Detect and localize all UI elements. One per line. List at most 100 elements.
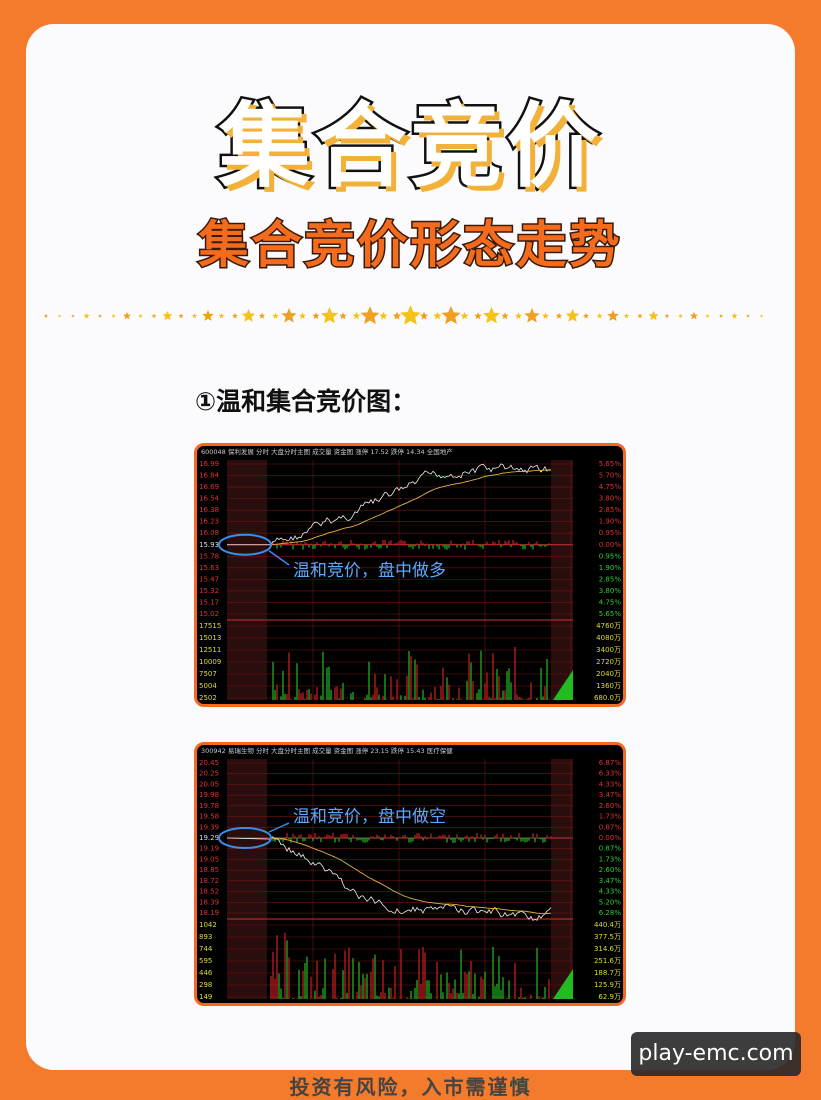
percent-label: 5.65%	[599, 610, 622, 618]
volume-label: 314.6万	[594, 945, 621, 953]
volume-label: 2502	[199, 694, 217, 702]
star	[71, 314, 75, 318]
percent-label: 4.75%	[599, 483, 622, 491]
price-label: 18.39	[199, 898, 219, 906]
percent-label: 2.85%	[599, 506, 622, 514]
watermark: play-emc.com	[631, 1032, 801, 1076]
percent-label: 5.20%	[599, 898, 622, 906]
star	[111, 313, 116, 318]
price-label: 19.39	[199, 823, 219, 831]
percent-label: 0.00%	[599, 541, 622, 549]
star	[320, 307, 339, 324]
price-label: 15.47	[199, 575, 219, 583]
star	[607, 309, 619, 321]
star	[151, 313, 157, 318]
star	[565, 308, 580, 322]
price-label: 16.99	[199, 460, 219, 468]
star	[690, 311, 698, 320]
star	[241, 309, 256, 322]
volume-label: 893	[199, 933, 212, 941]
price-label: 19.29	[199, 834, 219, 842]
price-label: 20.45	[199, 759, 219, 767]
percent-label: 0.00%	[599, 834, 622, 842]
volume-label: 595	[199, 957, 212, 965]
star	[123, 311, 131, 320]
star	[583, 312, 589, 319]
price-label: 16.54	[199, 495, 220, 503]
star	[162, 310, 173, 321]
percent-label: 5.65%	[599, 460, 622, 468]
star	[474, 312, 482, 320]
percent-label: 6.33%	[599, 770, 622, 778]
percent-label: 2.60%	[599, 802, 622, 810]
star	[312, 312, 320, 319]
star	[272, 312, 279, 319]
star	[515, 312, 522, 319]
section-heading: ①温和集合竞价图：	[195, 387, 417, 416]
star	[731, 312, 738, 319]
volume-label: 62.9万	[598, 993, 621, 1001]
percent-label: 0.95%	[599, 529, 622, 537]
percent-label: 3.80%	[599, 587, 622, 595]
price-label: 19.05	[199, 855, 219, 863]
percent-label: 1.73%	[599, 855, 622, 863]
star	[460, 311, 469, 320]
percent-label: 4.75%	[599, 598, 622, 606]
percent-label: 6.87%	[599, 759, 622, 767]
star	[392, 311, 402, 320]
highlight-ring	[218, 827, 272, 849]
star	[678, 313, 683, 318]
star	[555, 312, 563, 319]
price-label: 16.23	[199, 518, 219, 526]
star	[339, 312, 347, 320]
percent-label: 1.73%	[599, 813, 622, 821]
price-label: 16.84	[199, 472, 220, 480]
percent-label: 0.95%	[599, 552, 622, 560]
pre-market	[227, 759, 267, 999]
pre-market	[227, 460, 267, 700]
star	[191, 313, 198, 319]
star	[138, 313, 143, 318]
annotation: 温和竞价，盘中做空	[293, 807, 446, 827]
volume-label: 3400万	[596, 646, 621, 654]
price-label: 15.17	[199, 598, 219, 606]
star	[501, 312, 509, 319]
price-label: 18.52	[199, 888, 219, 896]
subtitle: 集合竞价形态走势	[197, 215, 623, 276]
star	[664, 313, 670, 318]
star	[419, 311, 429, 320]
volume-label: 1042	[199, 921, 217, 929]
volume-label: 149	[199, 993, 212, 1001]
percent-label: 3.47%	[599, 791, 622, 799]
volume-label: 15013	[199, 634, 221, 642]
star	[400, 305, 421, 325]
chart-panel: 600048 保利发展 分时 大盘分时主图 成交量 资金图 涨停 17.52 跌…	[194, 443, 626, 707]
price-label: 20.25	[199, 770, 219, 778]
star	[746, 314, 750, 318]
star	[623, 313, 630, 319]
percent-label: 4.33%	[599, 780, 622, 788]
star	[648, 310, 659, 321]
title: 集合竞价	[216, 91, 603, 203]
percent-label: 0.87%	[599, 823, 622, 831]
volume-label: 744	[199, 945, 213, 953]
volume-ramp	[553, 969, 573, 999]
price-line	[226, 463, 552, 546]
price-label: 16.08	[199, 529, 219, 537]
annotation: 温和竞价，盘中做多	[293, 561, 446, 581]
volume-label: 680.0万	[594, 694, 621, 702]
volume-label: 377.5万	[594, 933, 621, 941]
price-label: 19.19	[199, 845, 219, 853]
percent-label: 3.80%	[599, 495, 622, 503]
volume-label: 440.4万	[594, 921, 621, 929]
volume-label: 2040万	[596, 670, 621, 678]
percent-label: 1.90%	[599, 564, 622, 572]
avg-line	[270, 837, 552, 915]
star	[542, 312, 549, 319]
percent-label: 2.85%	[599, 575, 622, 583]
percent-label: 2.60%	[599, 866, 622, 874]
annotation-arrow	[268, 822, 290, 833]
chart-panel: 300942 易瑞生物 分时 大盘分时主图 成交量 资金图 涨停 23.15 跌…	[194, 742, 626, 1006]
price-label: 16.38	[199, 506, 219, 514]
star	[98, 314, 102, 318]
